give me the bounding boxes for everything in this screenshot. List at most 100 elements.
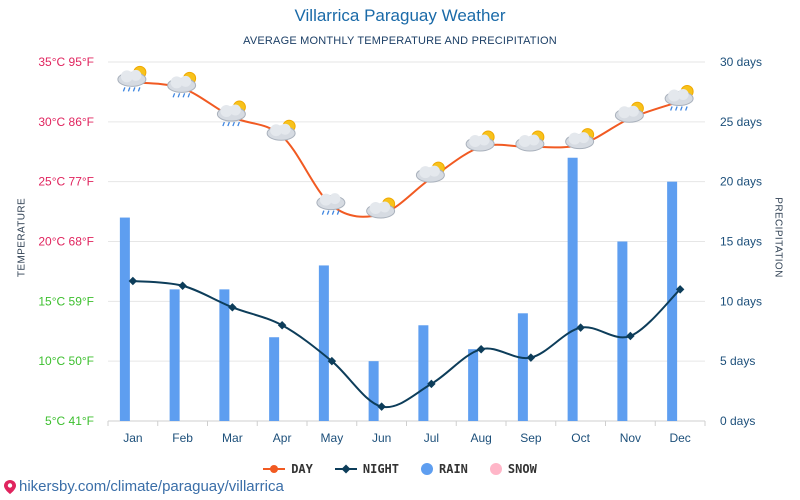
night-line-swatch [334, 464, 357, 474]
night-point [128, 276, 138, 286]
cloud-puff [618, 106, 631, 119]
cloud-sun-icon [465, 130, 495, 152]
rain-bar [517, 313, 528, 421]
cloud-puff [428, 165, 440, 177]
rain-bar [169, 289, 180, 421]
cloud-puff [379, 201, 391, 213]
cloud-rain-icon [316, 193, 346, 215]
rain-drop [172, 93, 176, 98]
left-tick-label: 35°C 95°F [38, 55, 94, 69]
rain-drop [675, 106, 678, 111]
legend-label-night: NIGHT [362, 462, 399, 476]
night-point [675, 285, 685, 294]
day-line-swatch [263, 465, 286, 473]
rain-bar [219, 289, 230, 421]
night-line [132, 279, 681, 409]
legend-item-day[interactable]: DAY [263, 462, 313, 476]
night-point [427, 379, 436, 389]
rain-drop [132, 87, 136, 92]
cloud-puff [469, 134, 482, 147]
rain-drop [326, 210, 330, 215]
day-line [132, 81, 681, 218]
left-tick-label: 30°C 86°F [38, 115, 94, 129]
cloud-puff [419, 166, 432, 179]
rain-drop [222, 121, 225, 127]
left-tick-label: 10°C 50°F [38, 354, 94, 368]
x-tick-label: Jun [372, 431, 391, 445]
chart-title: Villarrica Paraguay Weather [294, 6, 506, 25]
rain-bar [269, 337, 280, 421]
cloud-puff [270, 124, 283, 137]
cloud-puff [220, 105, 233, 118]
right-tick-label: 10 days [720, 294, 762, 308]
night-point [277, 321, 287, 330]
cloud-puff [518, 134, 531, 147]
legend-item-snow[interactable]: SNOW [489, 462, 537, 476]
rain-drop [127, 87, 131, 92]
rain-bar [368, 361, 379, 421]
cloud-puff [568, 132, 581, 145]
left-tick-label: 15°C 59°F [38, 294, 94, 308]
rain-drop [187, 93, 191, 98]
rain-drop [182, 93, 186, 98]
cloud-puff [329, 193, 341, 205]
rain-drop [321, 210, 325, 215]
rain-drop [122, 87, 126, 92]
night-point [327, 356, 337, 366]
cloud-puff [170, 76, 183, 89]
x-tick-label: Feb [172, 431, 193, 445]
cloud-sun-icon [366, 197, 396, 219]
rain-drop [227, 121, 230, 127]
legend-label-day: DAY [291, 462, 313, 476]
rain-bar [468, 349, 479, 421]
cloud-sun-rain-icon [117, 65, 147, 92]
rain-drop [336, 210, 340, 215]
cloud-puff [528, 134, 540, 146]
cloud-sun-rain-icon [167, 71, 197, 98]
cloud-sun-icon [415, 161, 445, 183]
cloud-puff [120, 70, 133, 83]
right-tick-label: 25 days [720, 115, 762, 129]
source-link[interactable]: hikersby.com/climate/paraguay/villarrica [4, 478, 284, 495]
right-tick-label: 30 days [720, 55, 762, 69]
cloud-sun-icon [515, 130, 545, 152]
cloud-puff [130, 69, 142, 81]
x-tick-label: Jul [424, 431, 439, 445]
rain-drop [670, 106, 673, 111]
cloud-sun-icon [565, 128, 595, 150]
x-tick-label: Oct [571, 431, 590, 445]
x-tick-label: Jan [123, 431, 142, 445]
legend-item-night[interactable]: NIGHT [334, 462, 399, 476]
map-pin-icon [4, 479, 16, 494]
cloud-puff [319, 193, 332, 206]
x-tick-label: Nov [620, 431, 641, 445]
rain-bar [418, 325, 429, 421]
rain-drop [232, 121, 235, 127]
x-tick-label: Sep [520, 431, 542, 445]
cloud-puff [180, 75, 192, 87]
rain-drop [680, 106, 683, 111]
legend-label-snow: SNOW [507, 462, 537, 476]
night-point [626, 331, 635, 341]
cloud-puff [668, 89, 681, 102]
cloud-sun-rain-icon [216, 100, 246, 127]
rain-bar [617, 241, 628, 421]
rain-drop [137, 87, 141, 92]
x-tick-label: Apr [273, 431, 292, 445]
legend-item-rain[interactable]: RAIN [421, 462, 468, 476]
rain-swatch [421, 463, 433, 475]
left-tick-label: 5°C 41°F [45, 414, 94, 428]
snow-swatch [489, 463, 502, 475]
source-text: hikersby.com/climate/paraguay/villarrica [19, 478, 284, 495]
x-tick-label: Aug [470, 431, 491, 445]
rain-bar [318, 265, 329, 421]
cloud-puff [677, 88, 689, 100]
legend: DAY NIGHT RAIN SNOW [0, 462, 800, 476]
right-tick-label: 0 days [720, 414, 755, 428]
left-tick-label: 20°C 68°F [38, 235, 94, 249]
night-point [476, 344, 486, 354]
cloud-puff [627, 105, 639, 117]
cloud-sun-icon [266, 119, 296, 141]
left-axis-label: TEMPERATURE [16, 197, 28, 278]
cloud-sun-rain-icon [664, 84, 694, 111]
